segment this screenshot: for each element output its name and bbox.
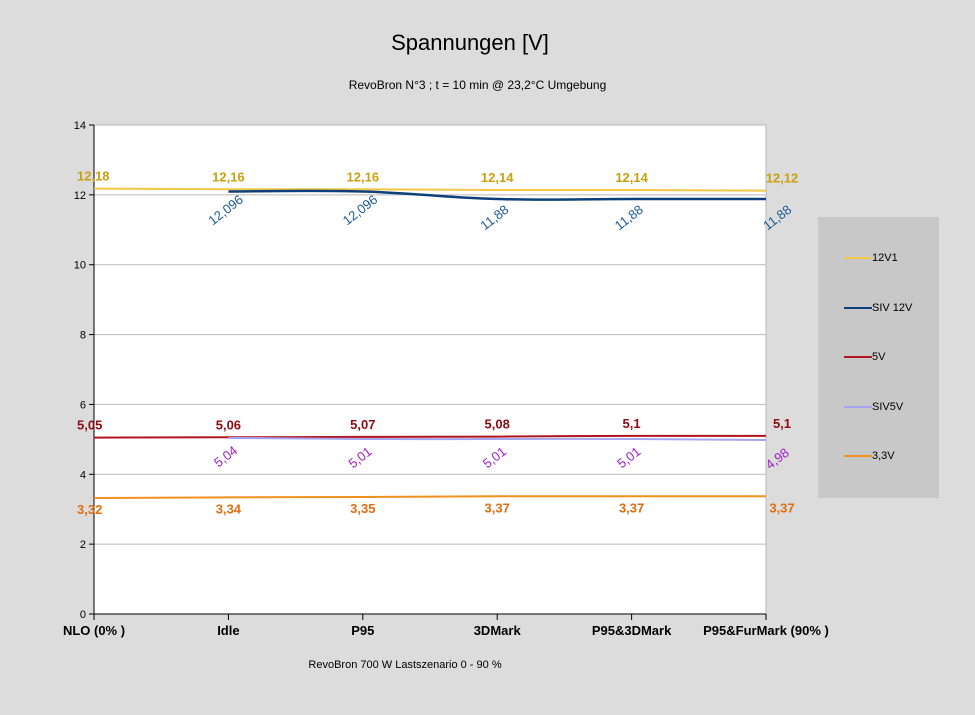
- legend-item: SIV 12V: [844, 300, 939, 316]
- x-tick-label: 3DMark: [474, 623, 522, 638]
- y-tick-label: 12: [74, 190, 86, 202]
- legend-item: 12V1: [844, 250, 939, 266]
- data-label: 5,08: [485, 417, 510, 432]
- legend-label: 5V: [872, 351, 886, 363]
- data-label: 12,14: [615, 170, 648, 185]
- y-tick-label: 4: [80, 469, 86, 481]
- x-axis-label: RevoBron 700 W Lastszenario 0 - 90 %: [308, 659, 502, 671]
- data-label: 5,1: [623, 416, 641, 431]
- legend-swatch: [844, 306, 872, 309]
- legend-item: 5V: [844, 349, 939, 365]
- chart-title: Spannungen [V]: [391, 30, 549, 55]
- series-line-siv-12v: [228, 189, 766, 201]
- x-tick-label: Idle: [217, 623, 239, 638]
- x-tick-label: NLO (0% ): [63, 623, 125, 638]
- data-label: 5,05: [77, 418, 102, 433]
- data-label: 12,16: [347, 169, 380, 184]
- data-label: 12,12: [766, 171, 799, 186]
- data-label: 5,07: [350, 417, 375, 432]
- data-label: 12,16: [212, 169, 245, 184]
- y-tick-label: 0: [80, 609, 86, 621]
- data-label: 5,1: [773, 416, 791, 431]
- legend-swatch: [844, 356, 872, 358]
- legend-item: SIV5V: [844, 399, 939, 415]
- data-label: 4,98: [763, 445, 792, 472]
- plot-area: [94, 125, 766, 614]
- data-label: 3,37: [619, 500, 644, 515]
- legend-item: 3,3V: [844, 448, 939, 464]
- y-tick-label: 10: [74, 260, 86, 272]
- data-label: 5,06: [216, 417, 241, 432]
- legend-label: 3,3V: [872, 450, 895, 462]
- series-line-3-3v: [93, 495, 766, 500]
- y-tick-label: 6: [80, 399, 86, 411]
- series-line-siv5v: [228, 436, 767, 442]
- legend-swatch: [844, 455, 872, 457]
- chart-legend: 12V1 SIV 12V 5V SIV5V 3,3V: [818, 217, 939, 498]
- legend-label: SIV 12V: [872, 301, 913, 314]
- legend-label: 12V1: [872, 252, 898, 264]
- x-tick-label: P95&3DMark: [592, 623, 672, 638]
- data-label: 3,37: [485, 500, 510, 515]
- y-tick-label: 2: [80, 539, 86, 551]
- legend-label: SIV5V: [872, 400, 904, 413]
- x-tick-label: P95: [351, 623, 374, 638]
- data-label: 12,18: [77, 169, 110, 184]
- data-label: 3,34: [216, 501, 242, 516]
- y-tick-label: 14: [74, 120, 86, 132]
- y-tick-label: 8: [80, 330, 86, 342]
- data-label: 12,14: [481, 170, 514, 185]
- series-line-5v: [93, 434, 767, 439]
- legend-swatch: [844, 257, 872, 259]
- legend-swatch: [844, 405, 872, 408]
- data-label: 3,35: [350, 501, 375, 516]
- chart-subtitle: RevoBron N°3 ; t = 10 min @ 23,2°C Umgeb…: [348, 78, 607, 92]
- series-line-12v1: [93, 187, 767, 192]
- x-tick-label: P95&FurMark (90% ): [703, 623, 829, 638]
- data-label: 3,32: [77, 502, 102, 517]
- data-label: 3,37: [769, 500, 794, 515]
